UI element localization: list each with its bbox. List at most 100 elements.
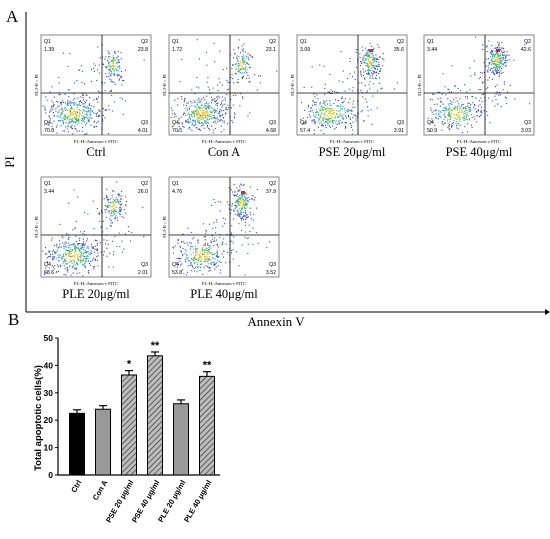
bar-y-tick-label: 50 (44, 333, 54, 343)
quadrant-name: Q3 (397, 120, 404, 126)
quadrant-name: Q4 (172, 120, 179, 126)
quadrant-name: Q2 (269, 39, 276, 45)
quadrant-q4-value: 70.8 (44, 128, 54, 134)
quadrant-name: Q3 (524, 120, 531, 126)
panel-label-b: B (8, 310, 19, 329)
flow-plot-title: PSE 20μg/ml (319, 145, 386, 159)
quadrant-name: Q3 (141, 120, 148, 126)
flow-plot-y-label: FL3-H :: PI (34, 74, 39, 96)
bar-y-tick-label: 0 (48, 470, 53, 480)
bar (173, 403, 189, 476)
flow-plot-y-label: FL3-H :: PI (162, 216, 167, 238)
flow-plot-x-label: FL-H::Annexon v FITC (330, 139, 374, 144)
flow-plot-x-label: FL-H::Annexon v FITC (74, 281, 118, 286)
quadrant-q1-value: 4.76 (172, 189, 182, 195)
flow-plot-x-label: FL-H::Annexon v FITC (457, 139, 501, 144)
significance-mark: ** (203, 360, 212, 372)
quadrant-name: Q4 (44, 120, 51, 126)
flow-plot-frame (40, 34, 152, 136)
quadrant-q1-value: 3.09 (300, 47, 310, 53)
flow-plot-x-label: FL-H::Annexon v FITC (202, 281, 246, 286)
flow-events (42, 44, 145, 136)
flow-plot-y-label: FL3-H :: PI (290, 74, 295, 96)
quadrant-q3-value: 3.91 (394, 128, 404, 134)
quadrant-name: Q4 (300, 120, 307, 126)
significance-mark: * (127, 359, 132, 371)
quadrant-q1-value: 3.44 (427, 47, 437, 53)
quadrant-q4-value: 50.9 (427, 128, 437, 134)
quadrant-q2-value: 42.6 (521, 47, 531, 53)
quadrant-name: Q2 (141, 181, 148, 187)
quadrant-name: Q3 (141, 262, 148, 268)
flow-plot-title: PLE 40μg/ml (190, 287, 258, 301)
flow-plot-title: PSE 40μg/ml (446, 145, 513, 159)
quadrant-name: Q4 (44, 262, 51, 268)
flow-plot-x-label: FL-H::Annexon v FITC (202, 139, 246, 144)
quadrant-q4-value: 70.5 (172, 128, 182, 134)
flow-plot-title: Con A (208, 145, 240, 159)
quadrant-name: Q2 (141, 39, 148, 45)
bar (147, 355, 163, 476)
flow-events (42, 181, 145, 277)
flow-plot-y-label: FL3-H :: PI (162, 74, 167, 96)
bar-category-label: Ctrl (69, 478, 83, 494)
quadrant-q3-value: 3.03 (521, 128, 531, 134)
significance-mark: ** (151, 340, 160, 352)
quadrant-name: Q1 (427, 39, 434, 45)
quadrant-q4-value: 57.4 (300, 128, 310, 134)
flow-plot-frame (168, 34, 280, 136)
flow-plot-y-label: FL3-H :: PI (34, 216, 39, 238)
bar (121, 374, 137, 476)
flow-plot-title: Ctrl (86, 145, 106, 159)
quadrant-q3-value: 4.01 (138, 128, 148, 134)
quadrant-q2-value: 23.8 (138, 47, 148, 53)
flow-plot-x-label: FL-H::Annexon v FITC (74, 139, 118, 144)
flow-events (427, 36, 531, 134)
quadrant-name: Q2 (397, 39, 404, 45)
flow-x-axis-label: Annexin V (247, 314, 305, 329)
bar (69, 412, 85, 476)
bar-chart: Total apoptotic cells(%) 0 10 20 30 40 50 Ctrl… (33, 333, 220, 524)
flow-axes: PI Annexin V (2, 12, 550, 329)
bar-y-tick-label: 20 (44, 415, 54, 425)
quadrant-q2-value: 23.1 (266, 47, 276, 53)
quadrant-q2-value: 35.6 (394, 47, 404, 53)
quadrant-q3-value: 4.68 (266, 128, 276, 134)
flow-x-arrow (545, 309, 550, 315)
quadrant-name: Q1 (172, 181, 179, 187)
quadrant-q1-value: 1.39 (44, 47, 54, 53)
panel-label-a: A (6, 7, 19, 26)
flow-plot-frame (168, 176, 280, 278)
bar-category-label: PLE 40 μg/ml (182, 478, 213, 523)
quadrant-name: Q4 (427, 120, 434, 126)
quadrant-name: Q2 (524, 39, 531, 45)
quadrant-name: Q4 (172, 262, 179, 268)
quadrant-q2-value: 26.0 (138, 189, 148, 195)
flow-events (172, 183, 271, 276)
bar-y-tick-label: 10 (44, 443, 54, 453)
quadrant-q2-value: 37.9 (266, 189, 276, 195)
quadrant-q4-value: 53.8 (172, 270, 182, 276)
quadrant-name: Q3 (269, 120, 276, 126)
bar-category-label: Con A (91, 478, 110, 502)
flow-plot-frame (423, 34, 535, 136)
flow-plot-frame (40, 176, 152, 278)
quadrant-q3-value: 3.52 (266, 270, 276, 276)
quadrant-name: Q1 (300, 39, 307, 45)
flow-plot-title: PLE 20μg/ml (62, 287, 130, 301)
bar-y-axis-label: Total apoptotic cells(%) (33, 365, 44, 471)
bar-y-tick-label: 30 (44, 388, 54, 398)
quadrant-name: Q1 (44, 39, 51, 45)
quadrant-q4-value: 68.6 (44, 270, 54, 276)
quadrant-name: Q1 (172, 39, 179, 45)
flow-plot-y-label: FL3-H :: PI (417, 74, 422, 96)
quadrant-name: Q2 (269, 181, 276, 187)
quadrant-q1-value: 1.72 (172, 47, 182, 53)
bar (95, 408, 111, 476)
